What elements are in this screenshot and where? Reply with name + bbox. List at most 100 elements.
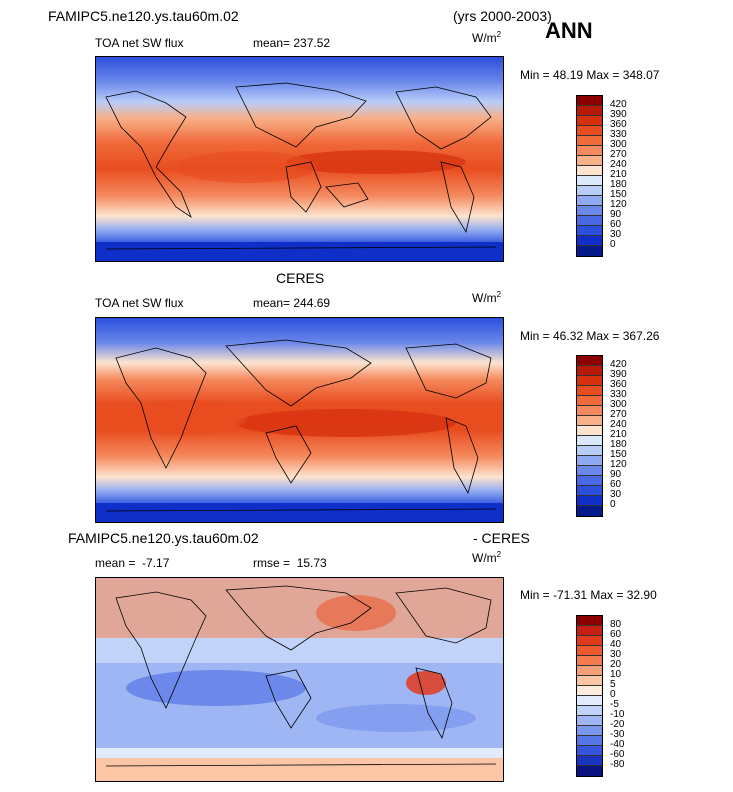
colorbar-tick: 300 (610, 399, 627, 410)
panel2-colorbar-bin (577, 356, 602, 366)
colorbar-tick: 180 (610, 179, 627, 190)
panel2-colorbar-bin (577, 496, 602, 506)
colorbar-tick: 420 (610, 99, 627, 110)
colorbar-tick: 330 (610, 129, 627, 140)
panel2-colorbar-bin (577, 476, 602, 486)
colorbar-tick: 30 (610, 489, 622, 500)
panel2-colorbar-bin (577, 506, 602, 516)
colorbar-tick: 330 (610, 389, 627, 400)
panel2-colorbar-bin (577, 446, 602, 456)
panel3-colorbar-bin (577, 716, 602, 726)
panel3-colorbar-bin (577, 626, 602, 636)
colorbar-tick: 0 (610, 499, 616, 510)
colorbar-tick: 360 (610, 119, 627, 130)
panel1-map (95, 56, 504, 262)
panel3-title-right: - CERES (473, 530, 530, 546)
panel1-colorbar-bin (577, 216, 602, 226)
panel2-colorbar-bin (577, 456, 602, 466)
colorbar-tick: 10 (610, 669, 622, 680)
panel3-map-svg (96, 578, 503, 781)
panel3-colorbar-bin (577, 756, 602, 766)
panel1-map-svg (96, 57, 503, 261)
colorbar-tick: 30 (610, 649, 622, 660)
panel1-colorbar-bin (577, 126, 602, 136)
colorbar-tick: 150 (610, 449, 627, 460)
colorbar-tick: 120 (610, 199, 627, 210)
colorbar-tick: 60 (610, 629, 622, 640)
colorbar-tick: -5 (610, 699, 619, 710)
colorbar-tick: -20 (610, 719, 625, 730)
panel2-colorbar-bin (577, 376, 602, 386)
panel1-colorbar-bin (577, 146, 602, 156)
panel1-colorbar (576, 95, 603, 257)
panel3-range: Min = -71.31 Max = 32.90 (520, 588, 657, 602)
panel2-mean-label: mean= 244.69 (253, 296, 331, 310)
panel3-colorbar-bin (577, 676, 602, 686)
panel3-map (95, 577, 504, 782)
panel1-colorbar-bin (577, 96, 602, 106)
panel2-field-label: TOA net SW flux (95, 296, 184, 310)
panel1-colorbar-bin (577, 166, 602, 176)
colorbar-tick: 240 (610, 159, 627, 170)
panel1-colorbar-bin (577, 246, 602, 256)
colorbar-tick: 30 (610, 229, 622, 240)
panel3-colorbar-bin (577, 736, 602, 746)
colorbar-tick: -30 (610, 729, 625, 740)
panel3-rmse-label: rmse = 15.73 (253, 556, 327, 570)
panel2-map-svg (96, 318, 503, 522)
panel2-colorbar-bin (577, 436, 602, 446)
colorbar-tick: 390 (610, 109, 627, 120)
panel1-colorbar-bin (577, 176, 602, 186)
panel1-unit: W/m2 (472, 30, 502, 45)
colorbar-tick: 300 (610, 139, 627, 150)
colorbar-tick: -40 (610, 739, 625, 750)
panel2-colorbar-bin (577, 466, 602, 476)
panel3-unit: W/m2 (472, 550, 502, 565)
panel2-colorbar-bin (577, 396, 602, 406)
colorbar-tick: -80 (610, 759, 625, 770)
panel1-colorbar-bin (577, 156, 602, 166)
panel2-colorbar-bin (577, 386, 602, 396)
panel1-colorbar-bin (577, 226, 602, 236)
colorbar-tick: 5 (610, 679, 616, 690)
panel3-colorbar-bin (577, 636, 602, 646)
panel3-colorbar-bin (577, 746, 602, 756)
panel3-colorbar-bin (577, 616, 602, 626)
colorbar-tick: 390 (610, 369, 627, 380)
panel2-title: CERES (276, 270, 325, 286)
panel3-colorbar-bin (577, 696, 602, 706)
panel1-mean-label: mean= 237.52 (253, 36, 331, 50)
panel2-range: Min = 46.32 Max = 367.26 (520, 329, 660, 343)
panel3-colorbar-bin (577, 666, 602, 676)
panel3-colorbar-bin (577, 656, 602, 666)
colorbar-tick: 0 (610, 239, 616, 250)
panel2-colorbar-bin (577, 486, 602, 496)
panel3-colorbar-bin (577, 766, 602, 776)
colorbar-tick: -10 (610, 709, 625, 720)
colorbar-tick: 180 (610, 439, 627, 450)
colorbar-tick: 210 (610, 429, 627, 440)
colorbar-tick: 270 (610, 149, 627, 160)
colorbar-tick: 240 (610, 419, 627, 430)
panel2-colorbar-ticks: 420 390 360 330 300 270 240 210 180 150 … (610, 360, 627, 510)
panel1-colorbar-ticks: 420 390 360 330 300 270 240 210 180 150 … (610, 100, 627, 250)
colorbar-tick: 90 (610, 209, 622, 220)
colorbar-tick: 120 (610, 459, 627, 470)
colorbar-tick: 210 (610, 169, 627, 180)
panel1-colorbar-bin (577, 236, 602, 246)
panel2-colorbar-bin (577, 416, 602, 426)
panel1-colorbar-bin (577, 116, 602, 126)
colorbar-tick: 150 (610, 189, 627, 200)
panel1-colorbar-bin (577, 186, 602, 196)
panel2-colorbar (576, 355, 603, 517)
years-title: (yrs 2000-2003) (453, 8, 552, 24)
panel3-colorbar-bin (577, 686, 602, 696)
panel1-field-label: TOA net SW flux (95, 36, 184, 50)
panel1-range: Min = 48.19 Max = 348.07 (520, 68, 660, 82)
panel3-colorbar-bin (577, 726, 602, 736)
colorbar-tick: 360 (610, 379, 627, 390)
colorbar-tick: 60 (610, 479, 622, 490)
panel1-colorbar-bin (577, 136, 602, 146)
colorbar-tick: 60 (610, 219, 622, 230)
colorbar-tick: 20 (610, 659, 622, 670)
